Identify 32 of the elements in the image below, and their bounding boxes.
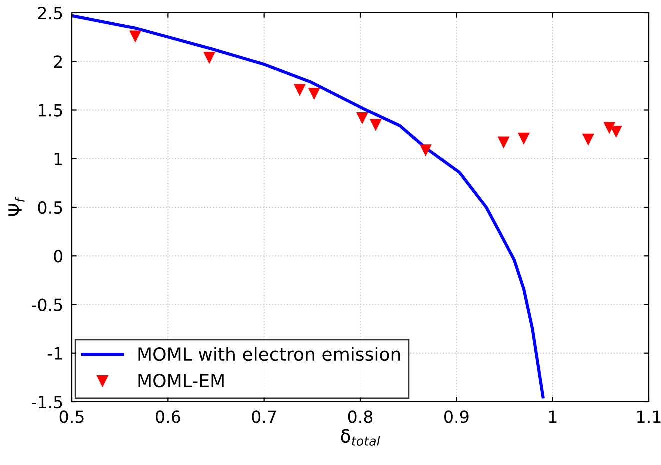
y-tick-label: 2.5 bbox=[38, 6, 62, 20]
y-tick-label: 1.5 bbox=[38, 104, 62, 117]
point bbox=[420, 144, 432, 156]
y-tick-label: -0.5 bbox=[32, 298, 62, 312]
y-tick-label: 1 bbox=[54, 153, 62, 166]
x-tick-label: 0.6 bbox=[156, 410, 180, 424]
legend-label: MOML with electron emission bbox=[138, 347, 400, 362]
point bbox=[370, 119, 382, 130]
y-tick-label: -1.5 bbox=[32, 396, 62, 409]
point bbox=[204, 52, 216, 64]
x-tick-label: 0.9 bbox=[444, 410, 469, 424]
point bbox=[610, 126, 622, 138]
x-tick-label: 1 bbox=[549, 410, 557, 423]
y-tick-label: 2 bbox=[54, 56, 62, 68]
point bbox=[130, 30, 142, 42]
line-series bbox=[72, 14, 545, 399]
y-tick-label: 0.5 bbox=[38, 201, 62, 214]
x-axis-title: δ$_{total}$ bbox=[341, 429, 380, 446]
x-tick-label: 0.7 bbox=[252, 410, 276, 424]
point bbox=[308, 88, 320, 100]
point bbox=[582, 134, 594, 145]
y-axis-title: Ψ$_{f}$ bbox=[8, 196, 25, 216]
point bbox=[498, 136, 510, 148]
y-tick-label: 0 bbox=[54, 250, 63, 263]
point bbox=[356, 112, 368, 124]
point bbox=[294, 84, 306, 96]
point bbox=[604, 122, 616, 134]
legend-label: MOML-EM bbox=[138, 374, 224, 388]
y-tick-label: -1 bbox=[48, 348, 62, 360]
point bbox=[518, 132, 530, 144]
x-tick-label: 0.8 bbox=[348, 410, 373, 424]
x-tick-label: 1.1 bbox=[638, 410, 661, 423]
